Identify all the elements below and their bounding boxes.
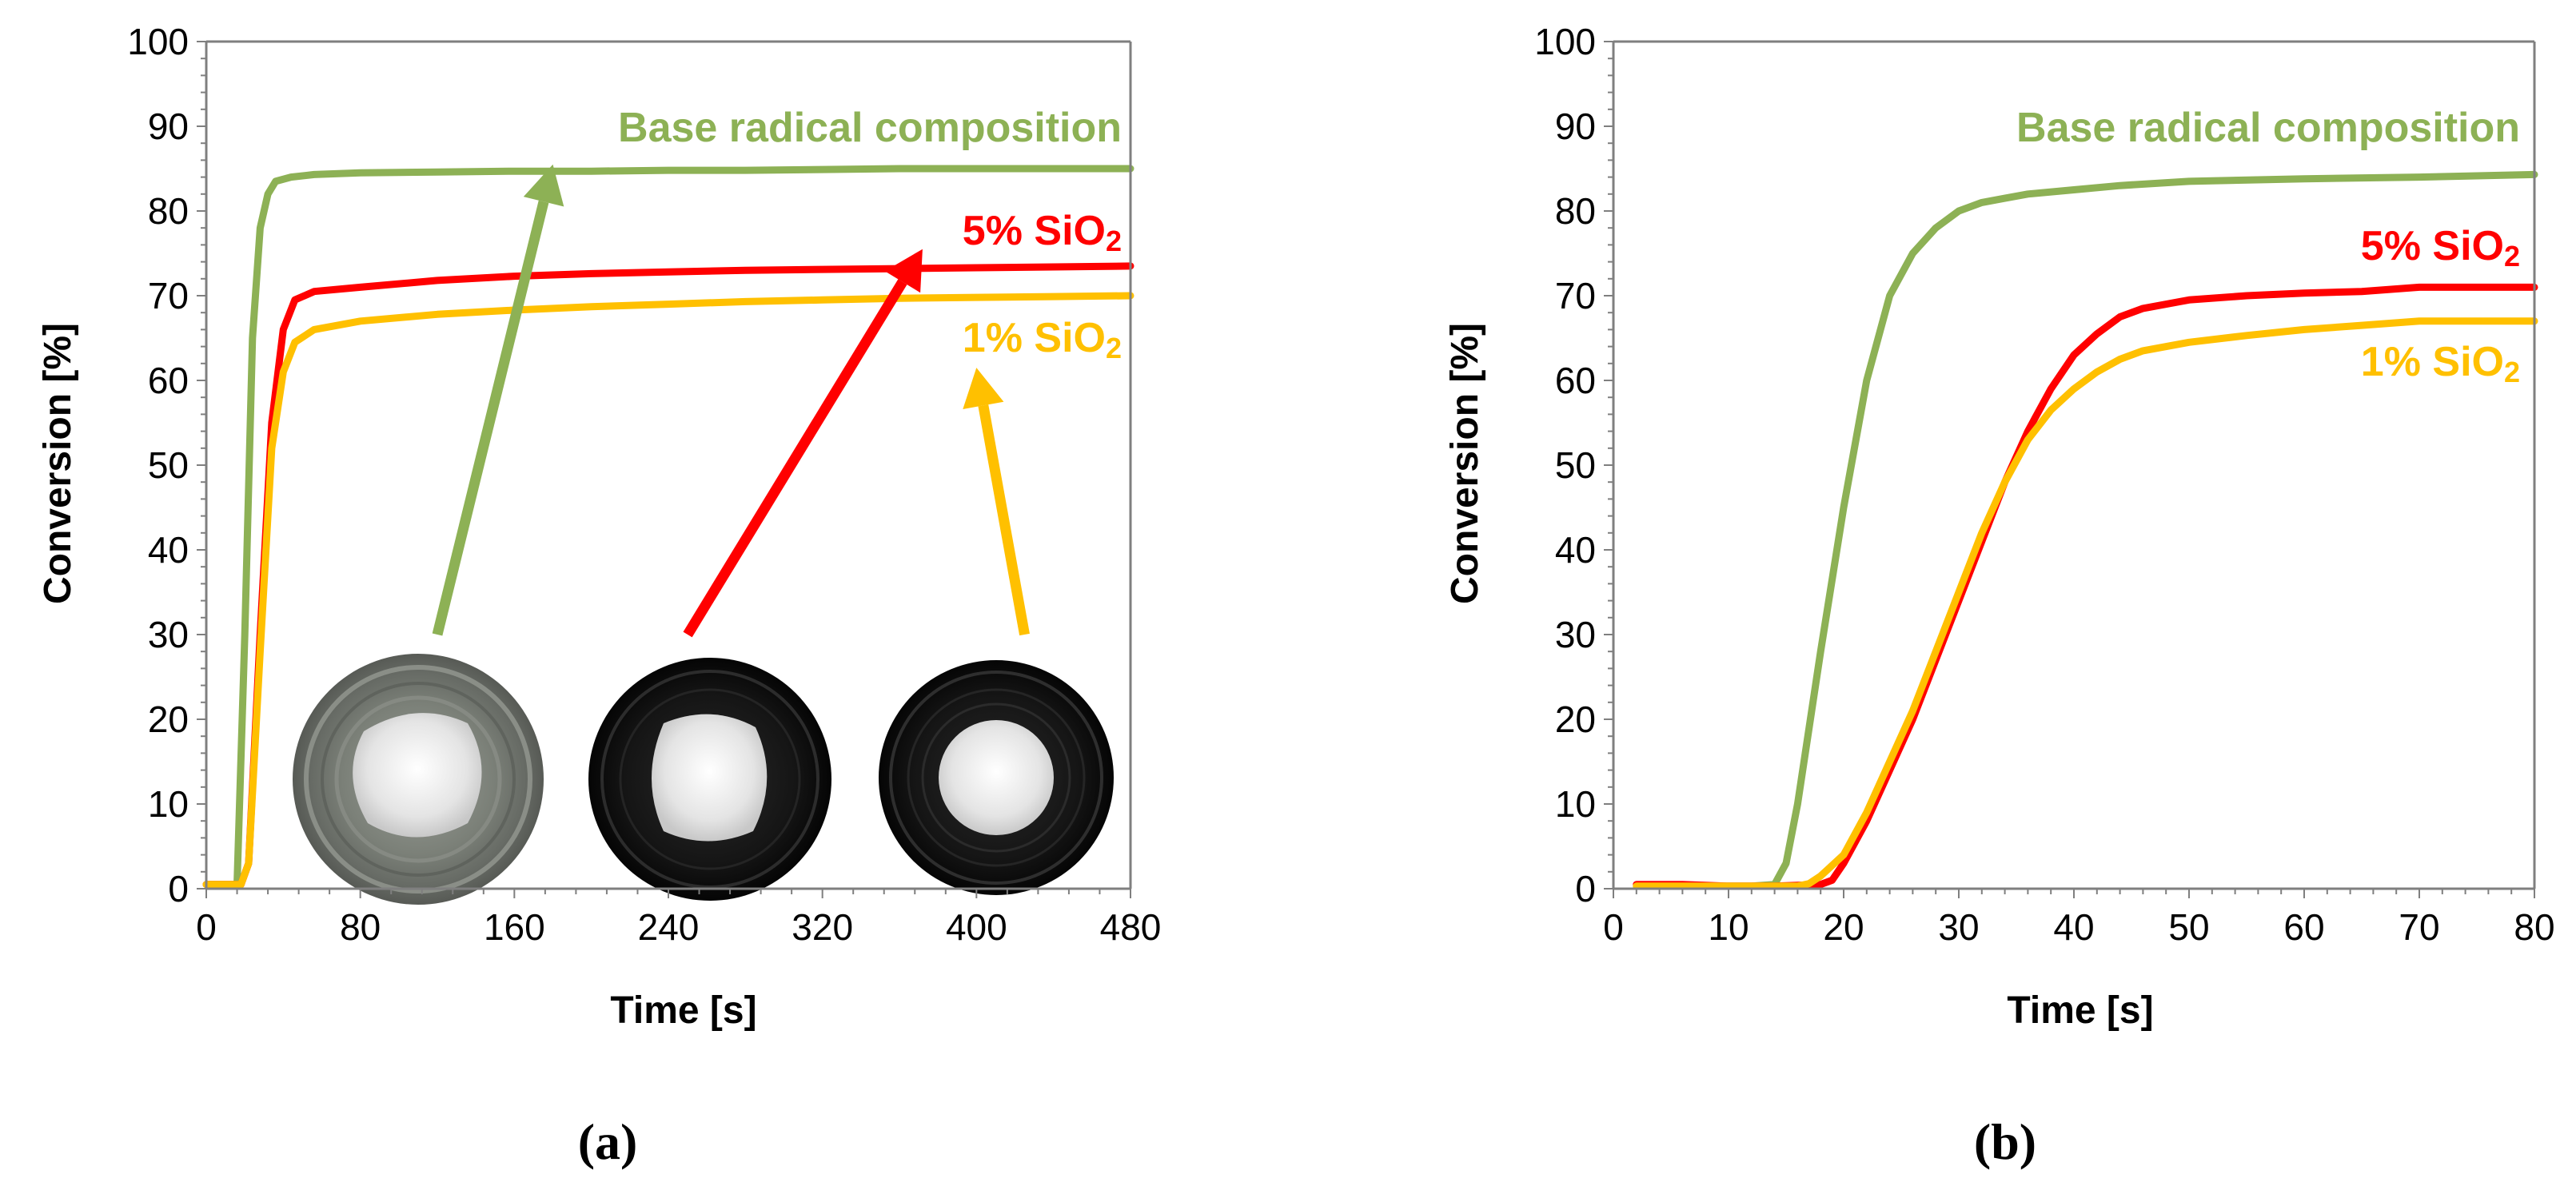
panel-b-series (1633, 170, 2538, 890)
label-5-sio2: 5% SiO2 (963, 208, 1122, 257)
label-1-sio2: 1% SiO2 (2361, 339, 2520, 388)
panel-a-y-tick-label: 100 (127, 21, 189, 62)
panel-a-arrow-1-sio2 (963, 368, 1030, 636)
panel-b-x-tick-label: 30 (1938, 906, 1979, 948)
panel-a-series-line-base-radical-composition (202, 165, 1134, 889)
panel-b-x-tick-label: 60 (2283, 906, 2324, 948)
panel-b-y-tick-label: 50 (1555, 444, 1596, 486)
panel-b-y-tick-label: 20 (1555, 698, 1596, 740)
panel-b-y-tick-label: 60 (1555, 360, 1596, 401)
panel-a-x-tick-label: 480 (1100, 906, 1162, 948)
panel-b-x-tick-label: 70 (2399, 906, 2439, 948)
panel-a: 0 10 20 30 40 50 60 70 80 90 100 0 80 160 240 320 400 480… (37, 21, 1161, 1170)
label-base-radical-composition: Base radical composition (618, 105, 1122, 151)
panel-a-y-axis-title: Conversion [%] (37, 323, 79, 604)
panel-b-y-tick-label: 100 (1534, 21, 1596, 62)
panel-b-x-tick-label: 20 (1823, 906, 1864, 948)
panel-a-series-line-1-sio2 (202, 292, 1134, 889)
panel-b-x-axis-title: Time [s] (2007, 989, 2153, 1032)
panel-b-x-tick-label: 0 (1603, 906, 1624, 948)
panel-a-x-tick-label: 80 (340, 906, 381, 948)
panel-b-y-tick-label: 0 (1575, 868, 1596, 909)
panel-a-inset-photos (293, 654, 1114, 905)
panel-a-x-tick-label: 0 (196, 906, 217, 948)
panel-a-arrow-5-sio2 (683, 249, 923, 638)
panel-a-y-tick-label: 60 (148, 360, 189, 401)
panel-b-y-axis-title: Conversion [%] (1444, 323, 1486, 604)
panel-b-label: (b) (1974, 1113, 2036, 1170)
sio2-5-sample-photo (588, 658, 831, 901)
panel-b-x-tick-label: 10 (1708, 906, 1749, 948)
label-5-sio2: 5% SiO2 (2361, 223, 2520, 273)
panel-a-y-tick-label: 20 (148, 698, 189, 740)
panel-b-y-tick-label: 70 (1555, 275, 1596, 316)
panel-b-y-tick-label: 30 (1555, 614, 1596, 655)
panel-b-y-tick-label: 90 (1555, 105, 1596, 147)
panel-b-y-tick-label: 40 (1555, 529, 1596, 571)
panel-a-x-tick-label: 400 (946, 906, 1007, 948)
panel-b-x-tick-label: 80 (2514, 906, 2554, 948)
panel-a-arrows (432, 164, 1030, 638)
panel-a-x-tick-label: 160 (484, 906, 545, 948)
panel-a-y-tick-label: 90 (148, 105, 189, 147)
panel-a-y-tick-label: 30 (148, 614, 189, 655)
panel-b-series-labels: Base radical composition 5% SiO2 1% SiO2 (2016, 105, 2520, 388)
panel-a-x-tick-label: 240 (638, 906, 700, 948)
panel-b-axes: 0 10 20 30 40 50 60 70 80 90 100 0 10 20 30 40 50 60 70 80 (1534, 21, 2554, 948)
panel-a-arrow-base-radical-composition (432, 164, 564, 636)
panel-a-y-tick-label: 70 (148, 275, 189, 316)
panel-b-series-line-base-radical-composition (1633, 170, 2538, 890)
panel-a-x-tick-label: 320 (792, 906, 853, 948)
panel-a-x-axis-title: Time [s] (610, 989, 756, 1032)
panel-b-y-tick-label: 10 (1555, 783, 1596, 825)
label-base-radical-composition: Base radical composition (2016, 105, 2520, 151)
panel-a-y-tick-label: 10 (148, 783, 189, 825)
base-sample-photo (293, 654, 544, 905)
label-1-sio2: 1% SiO2 (963, 315, 1122, 364)
panel-a-y-tick-label: 50 (148, 444, 189, 486)
panel-a-y-tick-label: 40 (148, 529, 189, 571)
panel-a-axes: 0 10 20 30 40 50 60 70 80 90 100 0 80 160 240 320 400 480 (127, 21, 1161, 948)
panel-b-y-tick-label: 80 (1555, 190, 1596, 232)
panel-a-label: (a) (578, 1113, 638, 1170)
panel-a-y-tick-label: 0 (168, 868, 189, 909)
panel-b-x-tick-label: 50 (2168, 906, 2209, 948)
sio2-1-sample-photo (879, 660, 1114, 895)
panel-a-series-labels: Base radical composition 5% SiO2 1% SiO2 (618, 105, 1122, 364)
panel-a-y-tick-label: 80 (148, 190, 189, 232)
panel-b-x-tick-label: 40 (2053, 906, 2094, 948)
panel-b-series-line-1-sio2 (1633, 317, 2538, 890)
